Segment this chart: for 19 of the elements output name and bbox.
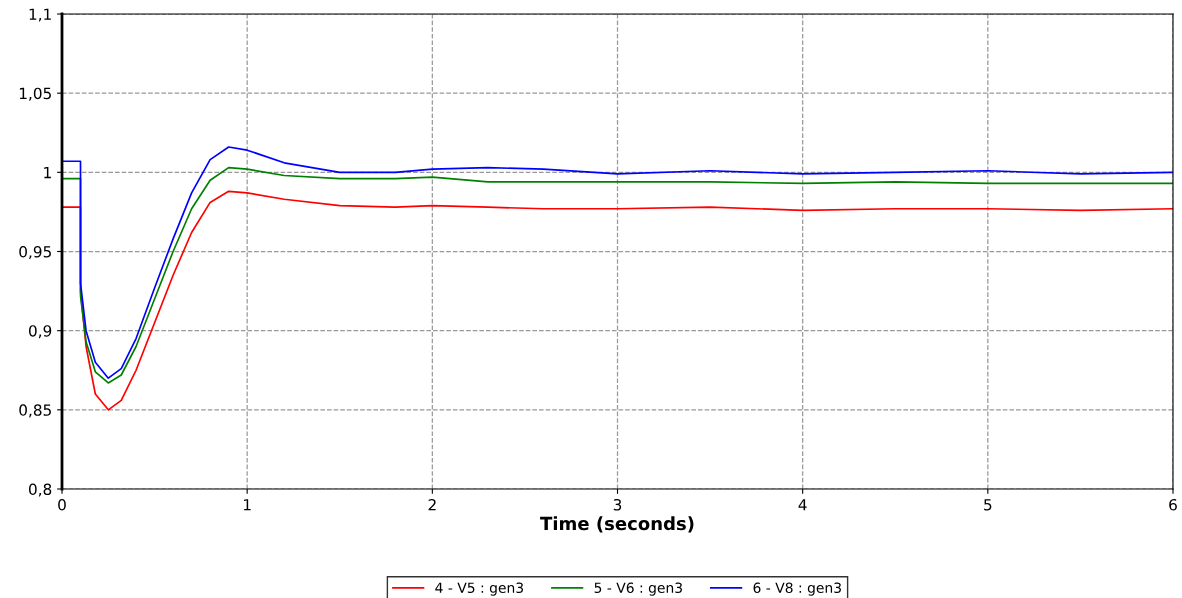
- x-tick-label: 2: [428, 498, 436, 511]
- line-series: [62, 190, 1173, 411]
- y-tick-label: 0,8: [28, 483, 52, 497]
- y-tick-label: 0,85: [19, 404, 51, 418]
- x-tick-label: 6: [1169, 498, 1177, 511]
- y-tick-label: 1: [44, 167, 51, 179]
- x-axis-title: Time (seconds): [540, 516, 694, 533]
- y-tick-label: 1,05: [19, 87, 51, 101]
- x-tick-label: 3: [613, 498, 622, 511]
- y-tick-label: 1,1: [29, 8, 51, 22]
- x-tick-label: 1: [243, 499, 251, 511]
- y-tick-label: 0,9: [28, 325, 52, 339]
- x-tick-label: 0: [58, 498, 66, 511]
- x-tick-label: 4: [798, 499, 807, 511]
- x-tick-label: 5: [984, 499, 992, 511]
- legend-label: 6 - V8 : gen3: [753, 582, 841, 596]
- legend-label: 5 - V6 : gen3: [594, 582, 682, 596]
- legend-label: 4 - V5 : gen3: [435, 582, 524, 596]
- y-tick-label: 0,95: [19, 245, 51, 260]
